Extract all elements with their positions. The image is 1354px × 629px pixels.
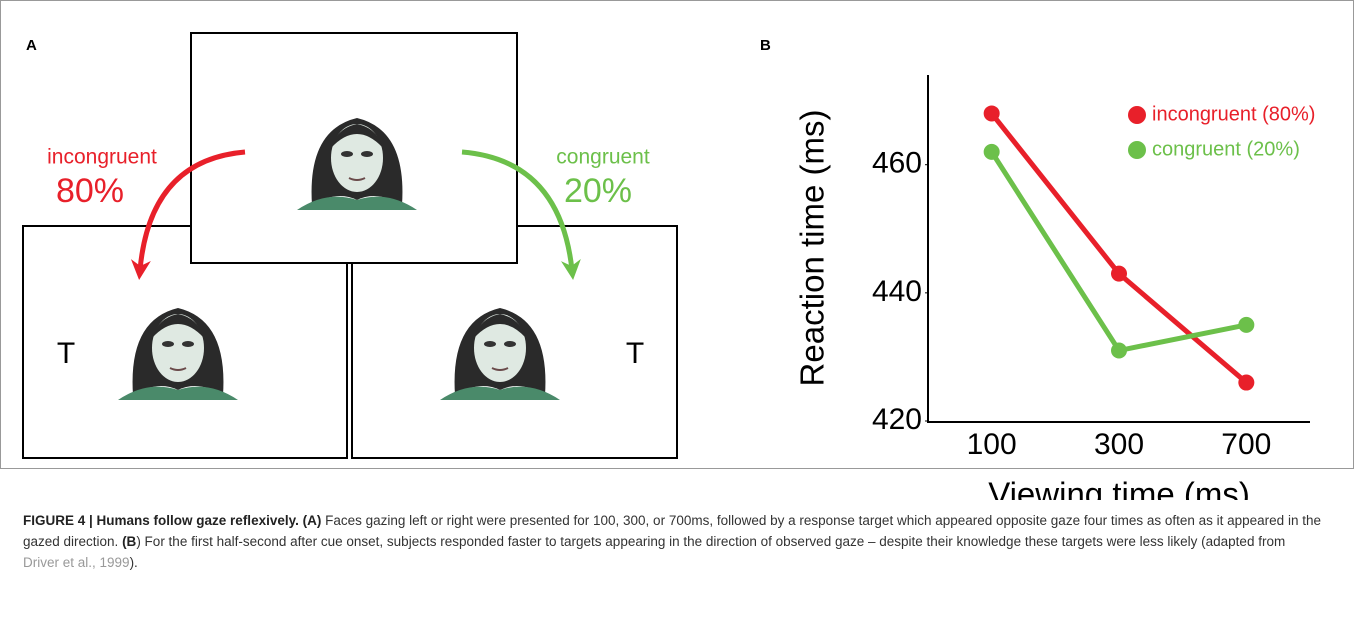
caption-ref: (B xyxy=(122,534,136,549)
condition-percent: 80% xyxy=(56,172,124,210)
caption-text: ). xyxy=(130,555,138,570)
y-axis-title: Reaction time (ms) xyxy=(794,110,831,387)
x-tick-label: 300 xyxy=(1094,428,1144,461)
y-tick-label: 460 xyxy=(872,147,922,180)
series-line xyxy=(992,152,1247,351)
caption-title: FIGURE 4 | Humans follow gaze reflexivel… xyxy=(23,513,299,528)
legend-label: incongruent (80%) xyxy=(1152,103,1315,125)
target: T xyxy=(57,337,75,370)
legend-label: congruent (20%) xyxy=(1152,138,1300,160)
legend-marker xyxy=(1128,106,1146,124)
condition-label: incongruent xyxy=(47,146,157,169)
condition-label: congruent xyxy=(556,146,650,169)
condition-percent: 20% xyxy=(564,172,632,210)
caption-ref: (A) xyxy=(303,513,322,528)
caption: FIGURE 4 | Humans follow gaze reflexivel… xyxy=(23,510,1323,573)
panel-label: B xyxy=(760,37,771,54)
citation-link[interactable]: Driver et al., 1999 xyxy=(23,555,130,570)
caption-text: ) For the first half-second after cue on… xyxy=(136,534,1285,549)
x-tick-label: 100 xyxy=(967,428,1017,461)
x-tick-label: 700 xyxy=(1221,428,1271,461)
data-point xyxy=(984,144,1000,160)
data-point xyxy=(1111,266,1127,282)
panel-label: A xyxy=(26,37,37,54)
data-point xyxy=(984,105,1000,121)
y-tick-label: 420 xyxy=(872,403,922,436)
figure: A T T incongruent 80% congruent 20% B Vi… xyxy=(0,0,1354,500)
data-point xyxy=(1238,317,1254,333)
target: T xyxy=(626,337,644,370)
data-point xyxy=(1111,343,1127,359)
legend-marker xyxy=(1128,141,1146,159)
x-axis-title: Viewing time (ms) xyxy=(988,476,1250,500)
data-point xyxy=(1238,375,1254,391)
y-tick-label: 440 xyxy=(872,275,922,308)
page: A T T incongruent 80% congruent 20% B Vi… xyxy=(0,0,1354,629)
